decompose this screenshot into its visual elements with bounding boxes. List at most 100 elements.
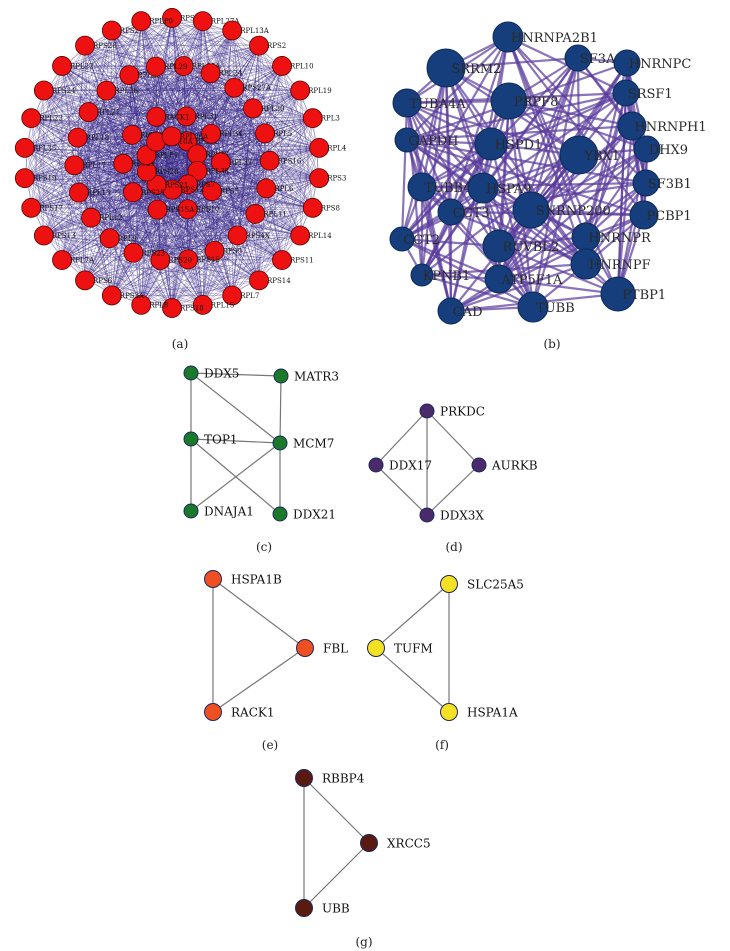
edge <box>190 372 282 377</box>
node-label-ybx1: YBX1 <box>583 149 620 164</box>
edge <box>303 842 370 909</box>
edge <box>585 148 648 238</box>
panel-label-e: (e) <box>262 738 278 752</box>
edge <box>214 207 313 252</box>
node-label-rpl7a: RPL7A <box>70 257 95 265</box>
node-label-hnrnpc: HNRNPC <box>629 57 692 72</box>
edge <box>74 74 130 166</box>
edge <box>31 165 75 208</box>
edge <box>141 20 233 31</box>
network-panel-d: PRKDC DDX17 AURKB DDX3X <box>368 403 538 523</box>
node-rpl30 <box>243 98 263 119</box>
edge <box>421 187 484 276</box>
edge <box>30 118 45 236</box>
node-rpl4 <box>309 137 330 158</box>
edge <box>141 20 211 74</box>
edge <box>123 163 198 172</box>
node-label-rpl31: RPL31 <box>194 113 218 121</box>
node-label-rps4x: RPS4X <box>246 232 270 240</box>
edge <box>74 87 235 166</box>
edge <box>421 92 627 188</box>
node-rpl21 <box>78 102 99 122</box>
node-rplp0 <box>131 11 152 32</box>
node-rps27a <box>224 77 245 98</box>
node-label-prpf8: PRPF8 <box>514 95 559 110</box>
edge <box>211 191 233 296</box>
node-label-ubb: UBB <box>322 902 350 916</box>
node-label-rps15: RPS15 <box>196 256 220 264</box>
node-rpl26 <box>96 80 117 101</box>
node-label-rps24: RPS24 <box>52 87 76 95</box>
node-cct2 <box>389 226 415 252</box>
node-label-rpl27a: RPL27A <box>211 18 241 26</box>
node-tubb4b <box>407 172 437 202</box>
node-label-rps5: RPS5 <box>220 188 239 196</box>
edge <box>269 160 301 236</box>
node-label-ddx5: DDX5 <box>204 367 239 381</box>
edge <box>210 133 256 215</box>
edge <box>31 207 142 306</box>
edge <box>88 112 110 239</box>
node-rpl7 <box>222 285 243 306</box>
node-label-hspa9: HSPA9 <box>486 182 531 197</box>
node-rpl6 <box>256 178 277 199</box>
edge <box>155 141 188 210</box>
edge <box>420 186 453 312</box>
edge <box>129 74 270 161</box>
node-rpl22 <box>52 56 72 76</box>
edge <box>450 210 587 266</box>
edge <box>401 143 492 240</box>
node-kpnb1 <box>410 263 434 287</box>
node-group: RBBP4 XRCC5 UBB <box>295 769 431 917</box>
node-label-cct2: CCT2 <box>403 233 440 248</box>
edge <box>156 108 253 118</box>
node-label-snrnp200: SNRNP200 <box>536 204 611 219</box>
node-rpl28 <box>119 65 140 85</box>
edge <box>106 90 124 164</box>
edge <box>214 235 301 252</box>
node-rps19 <box>14 168 35 189</box>
node-label-rps14: RPS14 <box>267 277 291 285</box>
edge <box>78 154 147 193</box>
edge <box>530 209 619 295</box>
node-rps11 <box>272 250 292 270</box>
node-dhx9 <box>633 135 661 163</box>
node-prkdc <box>419 403 435 419</box>
edge <box>74 164 147 172</box>
node-sf3b1 <box>632 169 660 197</box>
edge <box>421 273 534 309</box>
edge <box>269 160 283 261</box>
edge <box>156 73 211 185</box>
node-label-hspa1b: HSPA1B <box>231 573 282 587</box>
node-rps23 <box>123 242 144 263</box>
edge <box>141 20 267 189</box>
node-label-ruvbl2: RUVBL2 <box>503 240 560 255</box>
edge <box>183 65 283 261</box>
edge <box>61 65 161 261</box>
edge <box>88 111 267 189</box>
node-hnrnpa2b1 <box>492 21 524 53</box>
node-rpl5 <box>255 123 275 144</box>
node-label-rps16: RPS16 <box>278 157 302 165</box>
node-ybx1 <box>559 135 599 175</box>
node-snrnp200 <box>512 191 550 229</box>
node-label-rpl17: RPL17 <box>82 162 106 170</box>
panel-label-c: (c) <box>256 540 272 554</box>
edge <box>172 116 187 190</box>
edge <box>171 250 215 309</box>
edge <box>197 108 254 172</box>
node-rps16 <box>259 150 280 171</box>
node-mcm7 <box>272 435 288 451</box>
edge <box>507 100 533 211</box>
edge <box>61 65 133 136</box>
node-label-rpl21: RPL21 <box>97 109 121 117</box>
edge <box>88 21 142 113</box>
node-label-rps11: RPS11 <box>290 257 314 265</box>
edge <box>109 134 133 239</box>
edge <box>30 90 45 208</box>
edge <box>43 90 80 193</box>
edge <box>106 21 142 91</box>
node-rps15 <box>178 249 199 270</box>
node-rpl10 <box>272 56 292 76</box>
